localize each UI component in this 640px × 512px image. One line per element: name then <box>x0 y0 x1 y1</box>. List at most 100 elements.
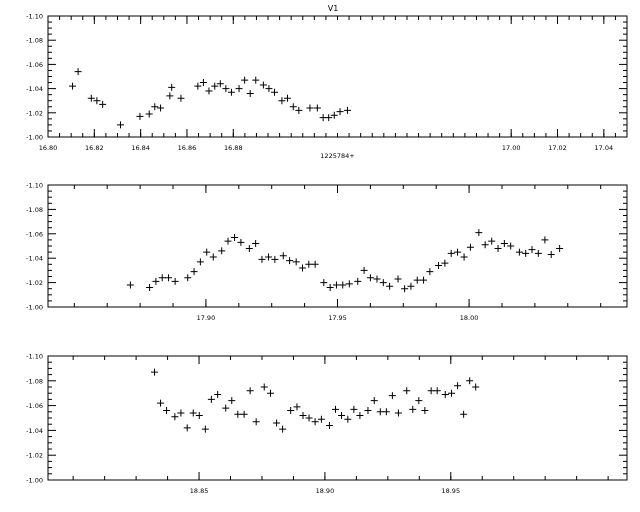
data-point <box>466 243 474 251</box>
data-point <box>218 247 226 255</box>
data-point <box>325 421 333 429</box>
x-tick-label: 16.88 <box>224 144 243 152</box>
data-point <box>278 97 286 105</box>
y-tick-label: -1.08 <box>26 206 43 214</box>
data-point <box>69 82 77 90</box>
data-point <box>93 97 101 105</box>
data-point <box>203 248 211 256</box>
data-point <box>407 282 415 290</box>
data-point <box>259 81 267 89</box>
data-point <box>245 244 253 252</box>
data-point <box>547 251 555 259</box>
data-point <box>336 108 344 116</box>
x-tick-label: 18.85 <box>190 487 209 495</box>
y-tick-label: -1.06 <box>26 402 43 410</box>
y-tick-label: -1.06 <box>26 230 43 238</box>
data-point <box>157 104 165 112</box>
y-tick-label: -1.06 <box>26 61 43 69</box>
data-point <box>441 259 449 267</box>
data-point <box>260 383 268 391</box>
data-point <box>394 275 402 283</box>
data-point <box>252 418 260 426</box>
data-point <box>177 409 185 417</box>
x-tick-label: 17.00 <box>502 144 521 152</box>
data-point <box>184 274 192 282</box>
y-tick-label: -1.04 <box>26 255 43 263</box>
y-tick-label: -1.04 <box>26 427 43 435</box>
data-point <box>345 280 353 288</box>
data-point <box>356 412 364 420</box>
data-point <box>364 407 372 415</box>
plot-frame <box>47 15 628 138</box>
data-point <box>332 281 340 289</box>
data-point <box>289 103 297 111</box>
data-point <box>448 389 456 397</box>
data-point <box>350 405 358 413</box>
data-point <box>271 255 279 263</box>
data-point <box>320 279 328 287</box>
data-point <box>246 387 254 395</box>
data-point <box>265 85 273 93</box>
x-tick-label: 16.84 <box>131 144 150 152</box>
data-point <box>252 240 260 248</box>
x-tick-label: 17.90 <box>197 314 216 322</box>
y-tick-label: -1.00 <box>26 134 43 142</box>
data-point <box>494 244 502 252</box>
data-point <box>168 83 176 91</box>
x-axis-title: 1225784+ <box>320 152 354 160</box>
data-point <box>240 410 248 418</box>
chart-panel-2: -1.00 -1.02 -1.04 -1.06 -1.08 -1.10 17.90 17.95… <box>26 182 628 322</box>
data-point <box>522 249 530 257</box>
data-point <box>344 415 352 423</box>
y-tick-label: -1.00 <box>26 477 43 485</box>
data-point <box>201 425 209 433</box>
data-point <box>388 392 396 400</box>
y-tick-label: -1.02 <box>26 279 43 287</box>
data-point <box>116 121 124 129</box>
data-point <box>370 397 378 405</box>
y-tick-label: -1.04 <box>26 85 43 93</box>
data-point <box>403 387 411 395</box>
data-point <box>145 110 153 118</box>
data-point <box>305 414 313 422</box>
data-point <box>189 409 197 417</box>
data-point <box>409 405 417 413</box>
data-point <box>222 404 230 412</box>
data-point <box>420 276 428 284</box>
data-point <box>500 240 508 248</box>
data-point <box>401 285 409 293</box>
data-point <box>534 249 542 257</box>
data-point <box>311 418 319 426</box>
data-point <box>163 407 171 415</box>
data-point <box>286 257 294 265</box>
data-point <box>435 262 443 270</box>
data-point <box>194 82 202 90</box>
y-tick-label: -1.02 <box>26 452 43 460</box>
data-point <box>541 236 549 244</box>
data-point <box>74 68 82 76</box>
data-point <box>373 275 381 283</box>
data-point <box>183 424 191 432</box>
data-point <box>343 106 351 114</box>
data-point <box>447 249 455 257</box>
data-point <box>441 390 449 398</box>
data-point <box>146 283 154 291</box>
data-point <box>507 242 515 250</box>
data-point <box>279 425 287 433</box>
x-tick-label: 18.95 <box>441 487 460 495</box>
data-point <box>166 92 174 100</box>
data-point <box>317 415 325 423</box>
data-point <box>376 408 384 416</box>
figure-title: V1 <box>328 4 339 13</box>
data-point <box>298 264 306 272</box>
data-point <box>195 412 203 420</box>
data-point <box>150 368 158 376</box>
data-point <box>421 407 429 415</box>
data-point <box>466 377 474 385</box>
y-tick-label: -1.08 <box>26 37 43 45</box>
data-point <box>165 274 173 282</box>
chart-panel-1: -1.00 -1.02 -1.04 -1.06 -1.08 -1.10 16.80 16.82… <box>26 13 628 160</box>
y-tick-label: -1.10 <box>26 182 43 190</box>
data-point <box>313 104 321 112</box>
